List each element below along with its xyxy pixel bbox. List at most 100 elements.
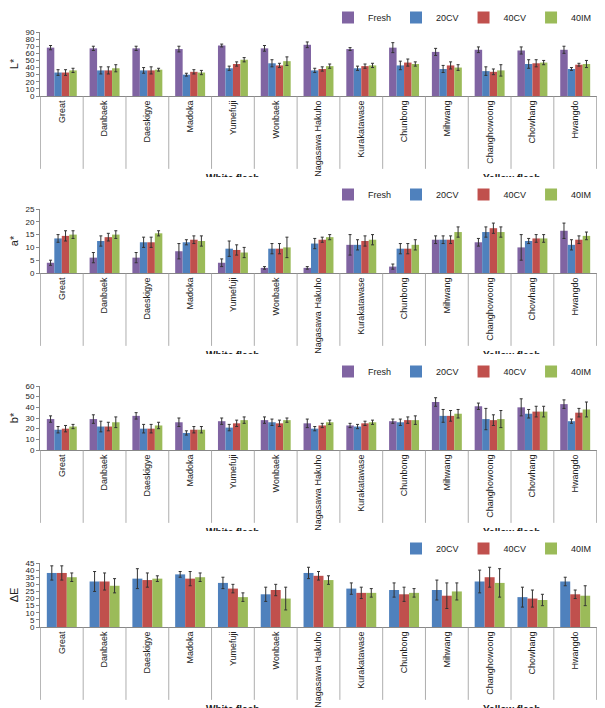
svg-text:40: 40 [25,63,34,72]
svg-text:30: 30 [25,580,34,589]
svg-text:Yellow flesh: Yellow flesh [483,527,540,531]
svg-text:Daeskigye: Daeskigye [142,455,152,497]
svg-text:0: 0 [30,446,35,455]
svg-text:Mihwang: Mihwang [442,101,452,137]
svg-text:Great: Great [57,100,67,123]
svg-text:ΔE: ΔE [8,588,20,603]
svg-text:Nagasawa Hakuho: Nagasawa Hakuho [313,632,323,708]
svg-text:Daeskigye: Daeskigye [142,632,152,674]
svg-text:Chowhang: Chowhang [527,455,537,498]
svg-text:15: 15 [25,230,34,239]
svg-text:Fresh: Fresh [368,190,391,200]
svg-text:35: 35 [25,573,34,582]
svg-text:20: 20 [25,424,34,433]
svg-text:Nagasawa Hakuho: Nagasawa Hakuho [313,101,323,177]
svg-text:Yumefuji: Yumefuji [228,455,238,490]
svg-text:Danbaek: Danbaek [100,277,110,314]
svg-text:Wonbaek: Wonbaek [271,631,281,669]
svg-text:Hwangdo: Hwangdo [570,632,580,670]
svg-text:Madoka: Madoka [185,278,195,310]
svg-text:L*: L* [8,58,20,69]
svg-text:Fresh: Fresh [368,13,391,23]
svg-text:10: 10 [25,435,34,444]
svg-text:Chowhang: Chowhang [527,278,537,321]
svg-text:40IM: 40IM [571,13,591,23]
svg-text:Kurakatawase: Kurakatawase [356,101,366,158]
svg-text:a*: a* [8,235,20,246]
svg-text:Chunbong: Chunbong [399,101,409,143]
svg-text:30: 30 [25,414,34,423]
svg-text:25: 25 [25,205,34,214]
svg-text:Changhowoong: Changhowoong [485,632,495,695]
svg-text:15: 15 [25,601,34,610]
svg-text:Chunbong: Chunbong [399,278,409,320]
svg-text:40IM: 40IM [571,544,591,554]
svg-text:10: 10 [25,609,34,618]
svg-text:Changhowoong: Changhowoong [485,101,495,164]
svg-text:0: 0 [30,623,35,632]
svg-text:40: 40 [25,566,34,575]
svg-text:Hwangdo: Hwangdo [570,278,580,316]
svg-text:Chunbong: Chunbong [399,632,409,674]
svg-text:Hwangdo: Hwangdo [570,455,580,493]
svg-text:Yumefuji: Yumefuji [228,101,238,136]
svg-text:Yumefuji: Yumefuji [228,632,238,667]
svg-text:White flesh: White flesh [206,527,259,531]
svg-text:20CV: 20CV [436,544,459,554]
svg-text:Great: Great [57,454,67,477]
svg-text:10: 10 [25,85,34,94]
svg-text:Changhowoong: Changhowoong [485,455,495,518]
svg-text:60: 60 [25,382,34,391]
svg-text:Great: Great [57,277,67,300]
svg-text:40CV: 40CV [504,190,527,200]
svg-text:Madoka: Madoka [185,632,195,664]
svg-text:20: 20 [25,78,34,87]
svg-text:Great: Great [57,631,67,654]
svg-text:Wonbaek: Wonbaek [271,277,281,315]
svg-text:Danbaek: Danbaek [100,454,110,491]
svg-text:b*: b* [8,412,20,423]
svg-text:Daeskigye: Daeskigye [142,101,152,143]
svg-text:Mihwang: Mihwang [442,632,452,668]
svg-text:Chunbong: Chunbong [399,455,409,497]
svg-text:Chowhang: Chowhang [527,632,537,675]
svg-text:Yellow flesh: Yellow flesh [483,704,540,708]
svg-text:Hwangdo: Hwangdo [570,101,580,139]
svg-text:40IM: 40IM [571,190,591,200]
svg-text:Danbaek: Danbaek [100,631,110,668]
svg-text:70: 70 [25,42,34,51]
svg-text:20: 20 [25,218,34,227]
svg-text:40CV: 40CV [504,544,527,554]
svg-text:Changhowoong: Changhowoong [485,278,495,341]
svg-text:20CV: 20CV [436,13,459,23]
svg-text:20: 20 [25,594,34,603]
svg-text:20CV: 20CV [436,367,459,377]
svg-text:White flesh: White flesh [206,704,259,708]
svg-text:5: 5 [30,616,35,625]
svg-text:90: 90 [25,28,34,37]
svg-text:40IM: 40IM [571,367,591,377]
svg-text:60: 60 [25,49,34,58]
svg-text:Danbaek: Danbaek [100,100,110,137]
svg-text:Kurakatawase: Kurakatawase [356,632,366,689]
svg-text:Mihwang: Mihwang [442,278,452,314]
svg-text:White flesh: White flesh [206,350,259,354]
svg-text:30: 30 [25,70,34,79]
svg-text:80: 80 [25,35,34,44]
svg-text:Yellow flesh: Yellow flesh [483,350,540,354]
svg-text:50: 50 [25,392,34,401]
svg-text:Madoka: Madoka [185,101,195,133]
svg-text:50: 50 [25,56,34,65]
svg-text:Madoka: Madoka [185,455,195,487]
svg-text:Kurakatawase: Kurakatawase [356,455,366,512]
svg-text:20CV: 20CV [436,190,459,200]
svg-text:Kurakatawase: Kurakatawase [356,278,366,335]
svg-text:Yellow flesh: Yellow flesh [483,173,540,177]
svg-text:Wonbaek: Wonbaek [271,100,281,138]
svg-text:25: 25 [25,587,34,596]
svg-text:Mihwang: Mihwang [442,455,452,491]
svg-text:Wonbaek: Wonbaek [271,454,281,492]
svg-text:10: 10 [25,243,34,252]
svg-text:40: 40 [25,403,34,412]
svg-text:45: 45 [25,559,34,568]
